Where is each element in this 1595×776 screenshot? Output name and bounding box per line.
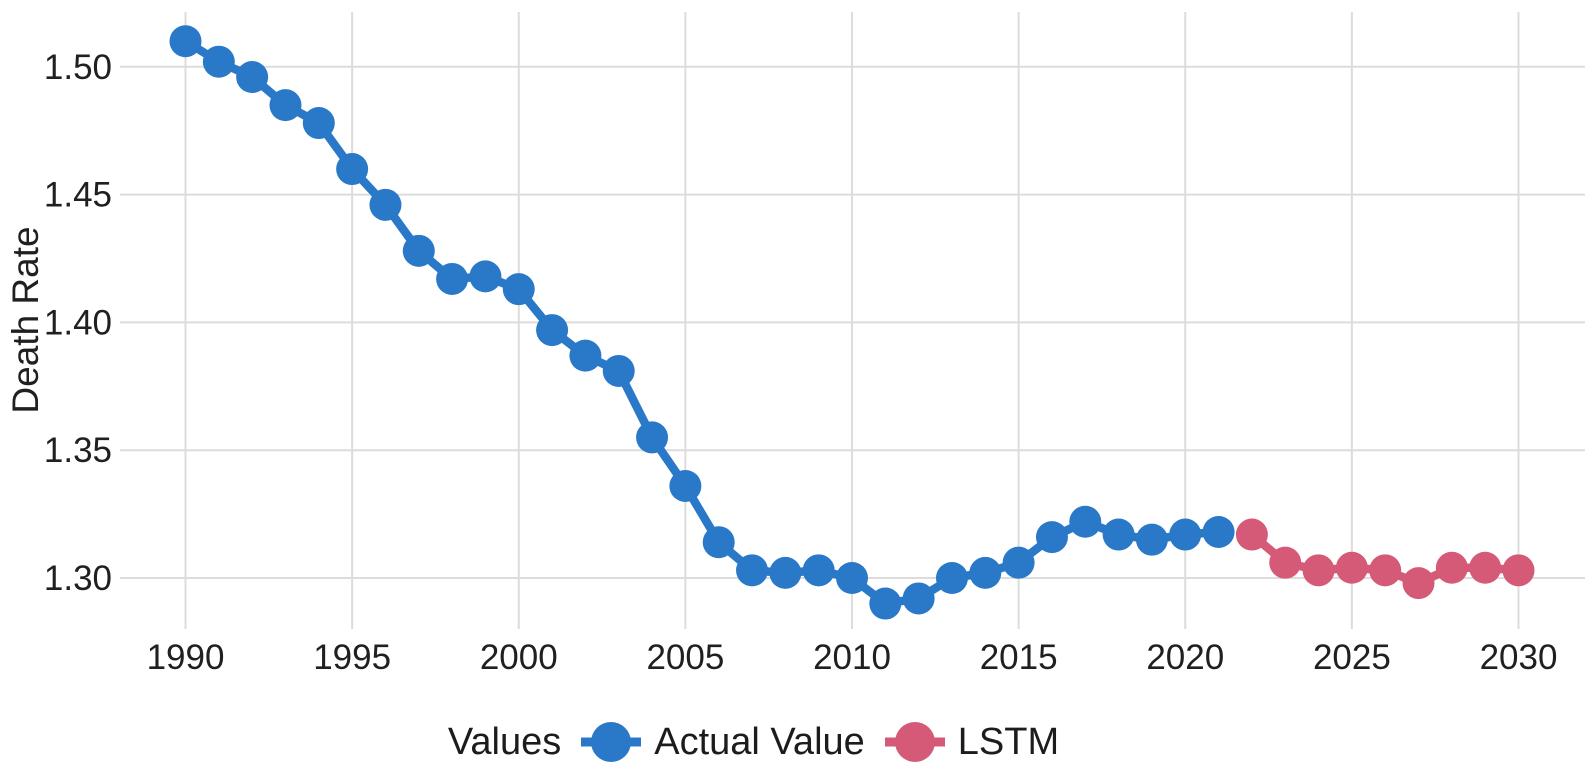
data-point-actual-value <box>869 587 902 620</box>
data-point-actual-value <box>769 556 802 589</box>
data-point-actual-value <box>836 562 868 594</box>
data-point-actual-value <box>569 339 602 372</box>
legend: Values Actual Value LSTM <box>0 712 1595 772</box>
legend-item-label: Actual Value <box>654 720 865 763</box>
data-point-actual-value <box>1002 546 1035 579</box>
data-point-lstm <box>1335 551 1368 584</box>
data-point-lstm <box>1402 567 1435 600</box>
data-point-actual-value <box>269 89 302 122</box>
data-point-actual-value <box>736 554 769 587</box>
legend-marker-lstm <box>884 722 945 762</box>
data-point-actual-value <box>602 354 635 387</box>
data-point-actual-value <box>336 153 369 186</box>
y-tick-label: 1.40 <box>44 303 112 342</box>
x-tick-label: 1995 <box>313 638 391 677</box>
x-tick-label: 1990 <box>147 638 225 677</box>
x-tick-label: 2005 <box>646 638 724 677</box>
data-point-lstm <box>1369 554 1402 587</box>
data-point-actual-value <box>502 273 535 306</box>
data-point-actual-value <box>369 188 402 221</box>
data-point-lstm <box>1269 546 1302 579</box>
data-point-actual-value <box>636 421 669 454</box>
y-tick-label: 1.30 <box>44 559 112 598</box>
data-point-actual-value <box>802 554 835 587</box>
data-point-lstm <box>1469 551 1502 584</box>
y-axis-title: Death Rate <box>5 226 46 414</box>
x-tick-label: 2030 <box>1480 638 1558 677</box>
x-tick-label: 2000 <box>480 638 558 677</box>
x-tick-label: 2015 <box>980 638 1058 677</box>
data-point-lstm <box>1302 554 1335 587</box>
data-point-actual-value <box>169 25 202 58</box>
data-point-actual-value <box>969 556 1002 589</box>
legend-item-lstm[interactable]: LSTM <box>884 718 1060 766</box>
y-tick-label: 1.35 <box>44 431 112 470</box>
legend-item-label: LSTM <box>957 720 1060 763</box>
legend-title: Values <box>447 720 562 763</box>
y-tick-label: 1.45 <box>44 176 112 215</box>
data-point-lstm <box>1502 554 1535 587</box>
data-point-actual-value <box>1102 518 1135 551</box>
data-point-actual-value <box>1202 515 1235 548</box>
data-point-actual-value <box>1069 505 1102 538</box>
data-point-actual-value <box>302 107 335 140</box>
data-point-actual-value <box>935 562 968 594</box>
x-tick-label: 2025 <box>1313 638 1391 677</box>
data-point-actual-value <box>236 61 269 94</box>
data-point-lstm <box>1435 551 1468 584</box>
x-tick-label: 2020 <box>1146 638 1224 677</box>
x-tick-label: 2010 <box>813 638 891 677</box>
data-point-actual-value <box>702 526 735 559</box>
legend-item-actual-value[interactable]: Actual Value <box>581 718 865 766</box>
plot-area: 1990 1995 2000 2005 2010 2015 2020 2025 2030 1.50… <box>44 12 1585 677</box>
data-point-actual-value <box>402 234 435 267</box>
data-point-actual-value <box>902 582 935 615</box>
data-point-actual-value <box>536 314 569 347</box>
data-point-actual-value <box>202 45 235 78</box>
y-tick-label: 1.50 <box>44 48 112 87</box>
data-point-actual-value <box>669 469 702 502</box>
data-point-actual-value <box>1169 518 1202 551</box>
data-point-actual-value <box>436 262 469 295</box>
data-point-lstm <box>1235 518 1268 551</box>
data-point-actual-value <box>1035 521 1068 554</box>
legend-marker-actual-value <box>581 722 642 762</box>
data-point-actual-value <box>1135 523 1168 556</box>
data-point-actual-value <box>469 260 502 293</box>
